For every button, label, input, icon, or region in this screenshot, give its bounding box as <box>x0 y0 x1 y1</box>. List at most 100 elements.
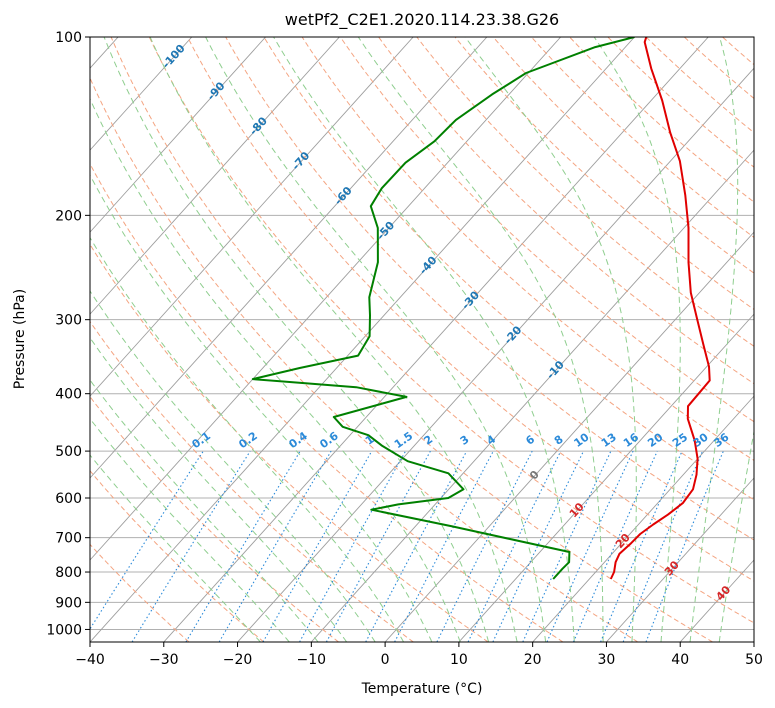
moist-adiabat-line <box>593 37 681 642</box>
mixing-ratio-label: 25 <box>670 431 690 450</box>
moist-adiabat-line <box>90 236 405 642</box>
y-tick-label: 400 <box>55 387 82 403</box>
dry-adiabat-line <box>645 37 754 134</box>
dry-adiabat-line <box>90 395 339 642</box>
dry-adiabat-line <box>90 243 489 642</box>
isotherm-line <box>90 37 340 315</box>
mixing-ratio-line <box>546 450 634 642</box>
x-axis-label: Temperature (°C) <box>361 681 483 697</box>
dry-adiabat-line <box>683 37 754 100</box>
moist-adiabat-line <box>90 417 290 642</box>
mixing-ratio-line <box>185 450 301 642</box>
series-layer <box>251 37 711 580</box>
moist-adiabat-line <box>90 97 461 642</box>
mixing-ratio-line <box>572 450 658 642</box>
moist-adiabat-line <box>718 428 754 642</box>
x-tick-label: −20 <box>223 652 253 668</box>
y-tick-label: 500 <box>55 444 82 460</box>
mixing-ratio-label: 6 <box>523 433 537 448</box>
x-tick-label: −30 <box>149 652 179 668</box>
mixing-ratio-label: 20 <box>645 430 665 450</box>
y-tick-label: 300 <box>55 313 82 329</box>
isotherm-line <box>90 37 562 561</box>
dry-adiabat-line <box>225 37 754 541</box>
x-tick-label: 20 <box>524 652 542 668</box>
moist-adiabat-line <box>90 454 261 642</box>
isotherm-line <box>532 395 754 642</box>
moist-adiabat-line <box>273 37 575 642</box>
isotherm-line <box>606 477 754 642</box>
moist-adiabat-line <box>149 37 518 642</box>
mixing-ratio-label: 0.2 <box>236 429 259 451</box>
dry-adiabat-line <box>90 320 414 642</box>
mixing-ratio-label: 13 <box>599 431 619 450</box>
x-tick-label: 40 <box>671 652 689 668</box>
mixing-ratio-label: 0.1 <box>190 429 213 451</box>
mixing-ratio-line <box>645 450 724 642</box>
moist-adiabat-line <box>103 37 490 642</box>
isotherm-line <box>384 231 754 642</box>
dry-adiabat-line <box>301 37 754 461</box>
mixing-ratio-label: 4 <box>484 433 498 448</box>
mixing-ratio-label: 3 <box>458 433 472 448</box>
x-tick-label: 10 <box>450 652 468 668</box>
mixing-ratio-label: 36 <box>711 430 731 450</box>
temperature-profile-line <box>609 37 711 580</box>
y-tick-label: 200 <box>55 208 82 224</box>
y-axis-label: Pressure (hPa) <box>12 289 28 389</box>
dry-adiabat-line <box>416 37 754 347</box>
y-tick-label: 700 <box>55 531 82 547</box>
mixing-ratio-label: 8 <box>552 433 566 448</box>
moist-adiabat-line <box>90 290 376 642</box>
dry-adiabat-line <box>110 37 713 642</box>
mixing-ratio-line <box>600 450 683 642</box>
dry-adiabat-line <box>148 37 754 624</box>
mixing-ratio-label: 0.4 <box>287 429 311 451</box>
y-tick-label: 600 <box>55 491 82 507</box>
moist-adiabat-line <box>689 37 739 642</box>
dry-adiabat-line <box>378 37 754 385</box>
dry-adiabat-line <box>90 162 564 642</box>
mixing-ratio-label: 0.6 <box>317 429 341 451</box>
x-tick-label: −10 <box>297 652 327 668</box>
mixing-ratio-label: 10 <box>572 430 592 450</box>
mixing-ratio-line <box>325 450 431 642</box>
x-tick-label: 30 <box>598 652 616 668</box>
moist-adiabat-line <box>90 336 348 642</box>
background-lines <box>90 37 754 642</box>
dry-adiabat-line <box>339 37 754 423</box>
y-tick-label: 800 <box>55 565 82 581</box>
chart-title: wetPf2_C2E1.2020.114.23.38.G26 <box>285 10 559 30</box>
plot-frame <box>89 36 755 643</box>
mixing-ratio-label: 16 <box>621 430 641 450</box>
isotherm-line <box>458 313 754 642</box>
dry-adiabat-line <box>263 37 754 501</box>
isotherm-line <box>90 37 414 397</box>
y-tick-label: 1000 <box>46 622 82 638</box>
isotherm-line <box>90 37 635 642</box>
y-tick-label: 100 <box>55 30 82 46</box>
mixing-ratio-line <box>436 450 533 642</box>
isotherm-line <box>90 37 193 151</box>
line-labels: -100-90-80-70-60-50-40-30-20-10010203040… <box>160 42 734 604</box>
x-tick-label: 50 <box>745 652 763 668</box>
dewpoint-profile-line <box>251 37 635 580</box>
y-tick-label: 900 <box>55 595 82 611</box>
x-tick-label: −40 <box>75 652 105 668</box>
isotherm-line <box>237 67 754 642</box>
mixing-ratio-line <box>299 450 407 642</box>
moist-adiabat-line <box>357 37 604 642</box>
dry-adiabat-line <box>454 37 754 310</box>
mixing-ratio-line <box>131 450 251 642</box>
moist-adiabat-line <box>90 379 319 642</box>
isotherm-line <box>90 37 488 479</box>
isotherm-line <box>163 37 709 642</box>
axis-ticks: −40 −30 −20 −10 0 10 20 30 40 5010020030040050060… <box>46 30 763 668</box>
isotherm-line <box>753 641 754 642</box>
dry-adiabat-line <box>90 543 190 642</box>
mixing-ratio-line <box>622 450 704 642</box>
mixing-ratio-line <box>365 450 468 642</box>
isotherm-line <box>90 37 266 233</box>
x-tick-label: 0 <box>381 652 390 668</box>
